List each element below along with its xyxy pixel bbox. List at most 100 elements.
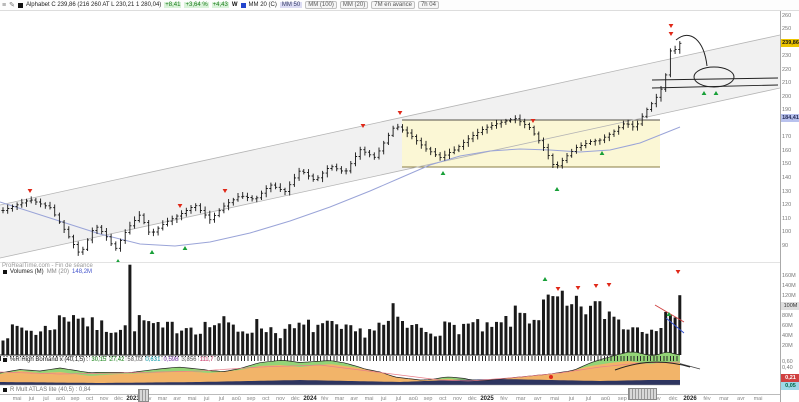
month-label: jul [585,396,592,402]
volume-bar [10,324,14,355]
volume-sell-arrow [606,283,612,287]
volume-bar [372,330,376,355]
volume-panel [0,264,701,370]
volume-bar [349,325,353,355]
volume-bar [377,322,381,355]
volume-bar [560,290,564,355]
ma-color-swatch [240,2,246,8]
volume-bar [43,325,47,355]
volume-bar [198,333,202,355]
volume-bar [570,304,574,355]
volume-bar [664,311,668,355]
volume-bar [457,334,461,355]
sell-signal-arrow [668,32,674,36]
volume-bar [100,320,104,355]
ma-20-dropdown[interactable]: MM (20) [339,1,369,9]
date-axis[interactable]: maijuijulaoûsepoctnovdéc2023févmaravrmai… [0,394,780,402]
lower-indicator-swatch [3,388,7,392]
volume-bar [175,333,179,355]
ma-50-chip[interactable]: MM 50 [279,2,303,8]
price-tick-label: 250 [782,26,792,32]
volume-bar [485,322,489,355]
volume-bar [180,330,184,355]
lower-indicator-legend: R Mult ATLAS lite (40,5) : 0,84 [2,387,92,393]
volume-bar [76,318,80,355]
menu-icon[interactable]: ≡ [2,1,7,9]
buy-signal-arrow [713,91,719,95]
year-label: 2026 [683,396,697,402]
volume-bar [95,330,99,355]
change-value: +8,41 [164,2,182,8]
volume-bar [532,319,536,355]
volume-bar [495,321,498,355]
volume-sell-arrow [675,270,681,274]
volume-bar [231,324,235,355]
volume-bar [222,316,226,355]
volume-bar [391,303,395,355]
month-label: mai [364,396,374,402]
volume-bar [316,324,320,355]
volume-bar [283,328,287,355]
price-tick-label: 140 [782,175,792,181]
oscillator-orange-area [0,361,680,385]
month-label: oct [262,396,270,402]
month-label: mar [719,396,729,402]
right-price-axis[interactable]: 239,86 184,41 100M 0,21 0,05 260 250 230 22… [780,11,799,402]
volume-bar [636,327,639,355]
osc-red-dot [549,375,553,379]
volume-bar [269,327,273,355]
month-label: fév [321,396,329,402]
oscillator-legend-value: 27,42 [109,357,125,363]
volume-bar [142,320,146,355]
volume-bar [39,331,43,355]
volume-bar [429,333,433,355]
timeframe-weekly[interactable]: W [231,2,238,8]
volume-bar [542,299,545,355]
month-label: nov [99,396,109,402]
volume-bar [321,323,325,355]
scrollbar-handle-right[interactable] [628,388,657,400]
month-label: fév [703,396,711,402]
oscillator-legend-value: 3,856 [181,357,197,363]
volume-bar [15,325,19,355]
sell-signal-arrow [530,119,536,123]
buy-signal-arrow [554,187,560,191]
volume-bar [645,333,649,355]
volume-bar [123,325,127,355]
volume-buy-arrow [542,277,548,281]
volume-bar [504,316,508,355]
draw-tool-icon[interactable]: ✎ [9,1,15,9]
volume-bar [128,264,132,355]
month-label: mai [753,396,763,402]
month-label: fév [500,396,508,402]
month-label: mai [550,396,560,402]
month-label: nov [453,396,462,402]
buy-signal-arrow [182,246,188,250]
volume-tick-label: 140M [782,283,796,289]
volume-bar [640,332,644,355]
session-dropdown[interactable]: 7h 04 [417,1,439,9]
projection-swoop [675,34,708,67]
volume-bar [170,321,174,355]
support-line-upper [651,77,779,81]
volume-tick-label: 60M [782,323,793,329]
ma-100-dropdown[interactable]: MM (100) [305,1,337,9]
volume-bar [443,321,447,355]
volume-legend-label: Volumes (M) [10,269,44,275]
month-label: sep [617,396,627,402]
volume-tick-label: 80M [782,313,793,319]
month-label: avr [737,396,745,402]
sell-signal-arrow [668,24,674,28]
volume-bar [593,301,597,355]
volume-bar [151,323,155,355]
volume-bar [419,327,423,355]
volume-bar [603,319,607,355]
month-label: déc [290,396,300,402]
volume-bar [292,328,296,355]
volume-bar [654,331,658,355]
oscillator-pink-line [0,361,681,382]
oscillator-color-swatch [3,358,7,362]
month-label: jui [28,396,35,402]
scrollbar-handle-left[interactable] [138,389,149,402]
lookahead-dropdown[interactable]: 7M en avance [371,1,415,9]
